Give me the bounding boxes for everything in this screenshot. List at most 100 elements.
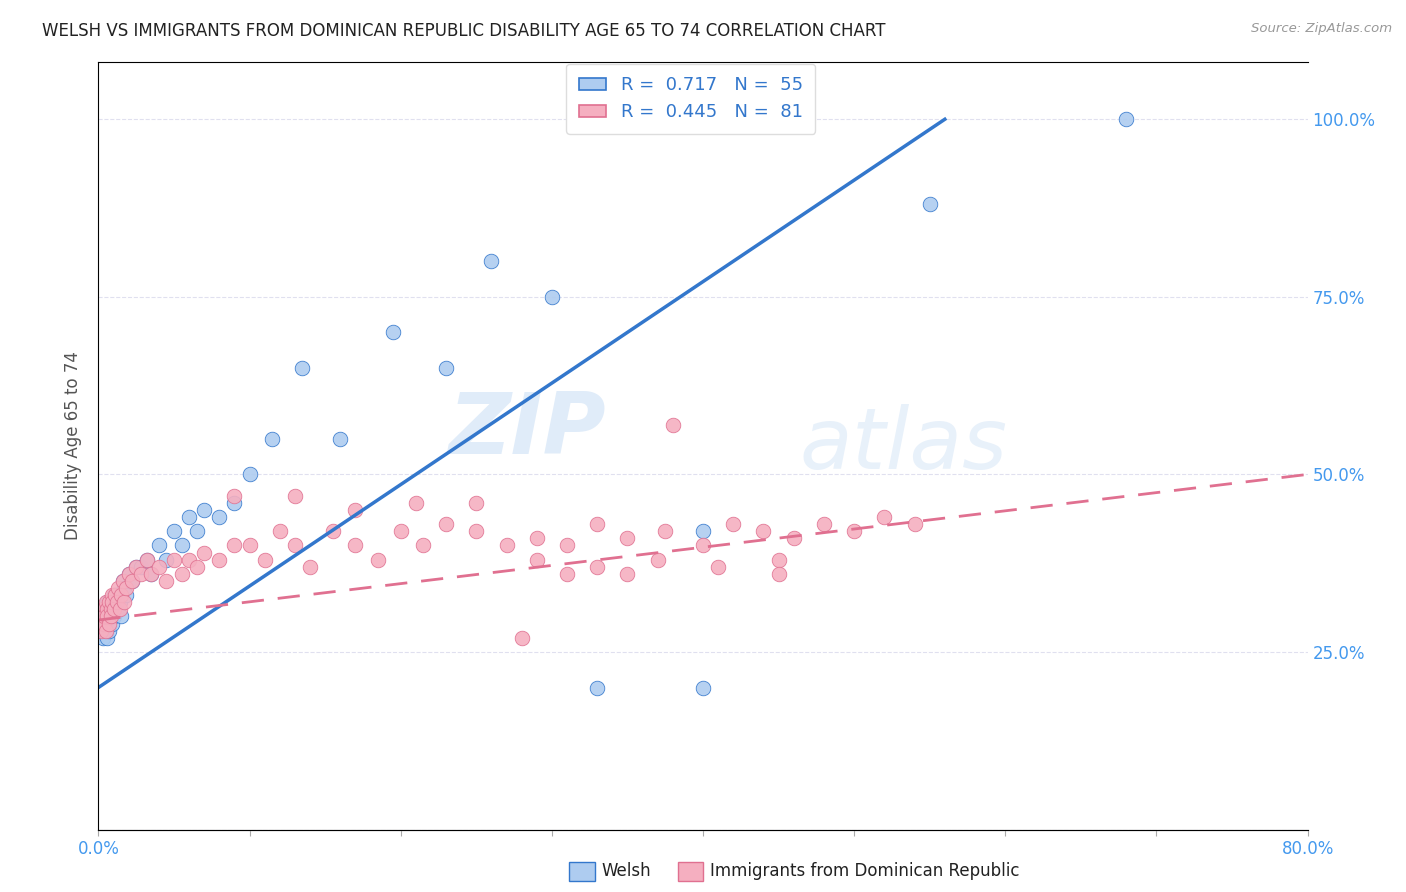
Point — [111, 574, 134, 588]
Point — [284, 489, 307, 503]
Point — [155, 552, 177, 566]
Point — [98, 616, 121, 631]
Point — [107, 581, 129, 595]
Point — [91, 609, 114, 624]
Point — [526, 552, 548, 566]
Point — [1115, 112, 1137, 127]
Point — [510, 631, 533, 645]
Point — [692, 524, 714, 539]
Point — [465, 496, 488, 510]
Point — [91, 609, 114, 624]
Point — [540, 290, 562, 304]
Point — [692, 538, 714, 552]
Point — [904, 517, 927, 532]
Point — [768, 566, 790, 581]
Point — [616, 566, 638, 581]
Point — [98, 602, 121, 616]
Point — [100, 609, 122, 624]
Point — [148, 559, 170, 574]
Point — [253, 552, 276, 566]
Point — [844, 524, 866, 539]
Point — [110, 588, 132, 602]
Point — [101, 595, 124, 609]
Point — [129, 566, 152, 581]
Point — [148, 538, 170, 552]
Text: WELSH VS IMMIGRANTS FROM DOMINICAN REPUBLIC DISABILITY AGE 65 TO 74 CORRELATION : WELSH VS IMMIGRANTS FROM DOMINICAN REPUB… — [42, 22, 886, 40]
Point — [112, 581, 135, 595]
Point — [94, 624, 117, 638]
Point — [100, 602, 122, 616]
Point — [96, 609, 118, 624]
Point — [104, 595, 127, 609]
Point — [495, 538, 517, 552]
Point — [661, 417, 683, 432]
Point — [96, 602, 118, 616]
Point — [723, 517, 745, 532]
Point — [465, 524, 488, 539]
Point — [918, 197, 941, 211]
Point — [179, 510, 201, 524]
Point — [768, 552, 790, 566]
Point — [121, 574, 143, 588]
Point — [101, 602, 124, 616]
Point — [107, 602, 129, 616]
Point — [114, 581, 136, 595]
Point — [125, 559, 148, 574]
Point — [96, 595, 118, 609]
Point — [193, 545, 215, 559]
Point — [141, 566, 163, 581]
Point — [224, 489, 246, 503]
Point — [692, 681, 714, 695]
Point — [114, 588, 136, 602]
Point — [284, 538, 307, 552]
Text: atlas: atlas — [800, 404, 1008, 488]
Point — [105, 588, 128, 602]
Point — [344, 538, 367, 552]
Point — [555, 566, 578, 581]
Point — [434, 360, 457, 375]
Point — [91, 631, 114, 645]
Point — [94, 609, 117, 624]
Point — [101, 616, 124, 631]
Point — [752, 524, 775, 539]
Point — [93, 616, 115, 631]
Point — [90, 624, 112, 638]
Point — [186, 524, 208, 539]
Point — [110, 609, 132, 624]
Point — [90, 616, 112, 631]
Point — [121, 574, 143, 588]
Point — [101, 588, 124, 602]
Point — [526, 532, 548, 546]
Y-axis label: Disability Age 65 to 74: Disability Age 65 to 74 — [65, 351, 83, 541]
Point — [586, 681, 609, 695]
Point — [224, 496, 246, 510]
Point — [170, 566, 193, 581]
Point — [104, 602, 127, 616]
Point — [108, 602, 131, 616]
Point — [434, 517, 457, 532]
Point — [89, 624, 111, 638]
Point — [129, 559, 152, 574]
Point — [93, 602, 115, 616]
Point — [98, 595, 121, 609]
Point — [322, 524, 344, 539]
Point — [654, 524, 676, 539]
Point — [94, 595, 117, 609]
Point — [647, 552, 669, 566]
Point — [329, 432, 352, 446]
Text: ZIP: ZIP — [449, 389, 606, 472]
Point — [299, 559, 322, 574]
Point — [141, 566, 163, 581]
Point — [103, 602, 125, 616]
Point — [170, 538, 193, 552]
Point — [89, 616, 111, 631]
Point — [94, 616, 117, 631]
Point — [100, 595, 122, 609]
Point — [586, 517, 609, 532]
Point — [367, 552, 389, 566]
Point — [707, 559, 730, 574]
Point — [96, 631, 118, 645]
Point — [873, 510, 896, 524]
Point — [193, 503, 215, 517]
Text: Immigrants from Dominican Republic: Immigrants from Dominican Republic — [710, 863, 1019, 880]
